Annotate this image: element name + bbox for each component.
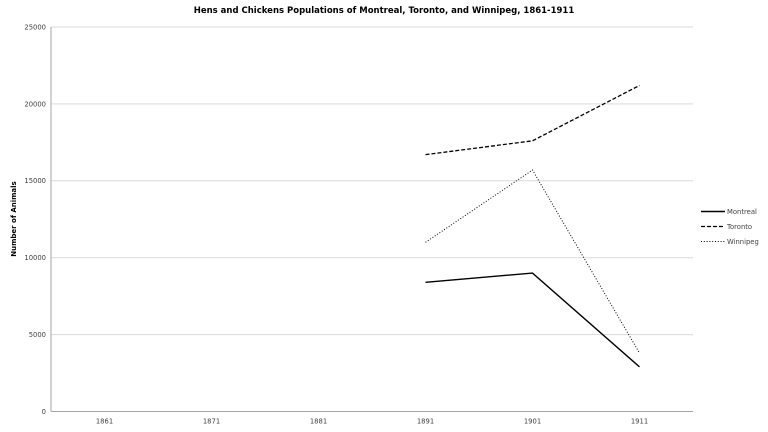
y-tick-label: 20000 bbox=[24, 100, 46, 108]
x-tick-label: 1891 bbox=[417, 418, 434, 426]
y-tick-label: 0 bbox=[42, 408, 46, 416]
legend-item-montreal: Montreal bbox=[701, 204, 759, 219]
legend-line-sample-dashed bbox=[701, 225, 725, 228]
legend: Montreal Toronto Winnipeg bbox=[701, 204, 759, 249]
legend-label: Winnipeg bbox=[727, 237, 759, 246]
chart-title: Hens and Chickens Populations of Montrea… bbox=[193, 6, 575, 16]
legend-label: Montreal bbox=[727, 207, 757, 216]
legend-item-toronto: Toronto bbox=[701, 219, 759, 234]
series-line-montreal bbox=[425, 272, 640, 368]
x-tick-label: 1861 bbox=[96, 418, 113, 426]
y-tick-label: 15000 bbox=[24, 177, 46, 185]
series-line-toronto bbox=[425, 84, 640, 156]
x-tick-label: 1901 bbox=[524, 418, 541, 426]
legend-line-sample-dotted bbox=[701, 241, 725, 242]
x-tick-label: 1881 bbox=[310, 418, 327, 426]
x-tick-label: 1911 bbox=[631, 418, 648, 426]
legend-line-sample-solid bbox=[701, 210, 725, 213]
y-tick-label: 25000 bbox=[24, 23, 46, 31]
legend-label: Toronto bbox=[727, 222, 753, 231]
y-tick-label: 10000 bbox=[24, 254, 46, 262]
y-tick-label: 5000 bbox=[29, 331, 46, 339]
x-tick-label: 1871 bbox=[203, 418, 220, 426]
series-line-winnipeg bbox=[425, 169, 640, 354]
legend-item-winnipeg: Winnipeg bbox=[701, 234, 759, 249]
